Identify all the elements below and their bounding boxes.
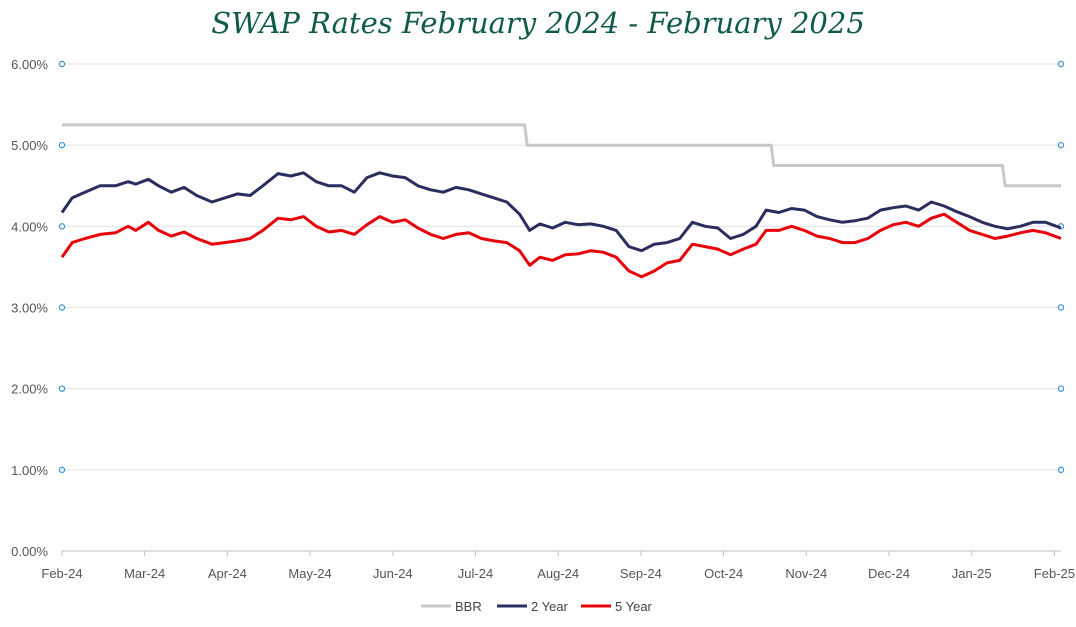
x-tick-label: Feb-24 bbox=[41, 566, 82, 581]
axis-marker bbox=[58, 60, 66, 68]
x-axis-ticks: Feb-24 Mar-24 Apr-24 May-24 Jun-24 Jul-24 Aug-… bbox=[41, 551, 1075, 581]
y-tick-label: 2.00% bbox=[11, 382, 48, 397]
x-tick-label: Jul-24 bbox=[458, 566, 493, 581]
series-line-2-year bbox=[60, 171, 1062, 253]
y-axis-ticks: 0.00% 1.00% 2.00% 3.00% 4.00% 5.00% 6.00% bbox=[11, 57, 48, 559]
axis-marker bbox=[58, 141, 66, 149]
x-tick-label: Sep-24 bbox=[620, 566, 662, 581]
series-line-5-year bbox=[60, 212, 1062, 279]
axis-marker bbox=[1057, 60, 1065, 68]
legend: BBR 2 Year 5 Year bbox=[421, 599, 653, 614]
axis-marker bbox=[58, 223, 66, 230]
axis-marker bbox=[1057, 304, 1065, 311]
x-tick-label: Feb-25 bbox=[1034, 566, 1075, 581]
y-tick-label: 3.00% bbox=[11, 301, 48, 316]
series-line-bbr bbox=[62, 123, 1061, 188]
x-tick-label: Oct-24 bbox=[704, 566, 743, 581]
series-lines bbox=[60, 123, 1062, 279]
axis-marker bbox=[1057, 385, 1065, 392]
legend-label: 5 Year bbox=[615, 599, 653, 614]
axis-marker bbox=[58, 385, 66, 392]
chart-title: SWAP Rates February 2024 - February 2025 bbox=[211, 6, 865, 40]
gridlines bbox=[58, 60, 1065, 552]
axis-marker bbox=[1057, 466, 1065, 474]
x-tick-label: Aug-24 bbox=[537, 566, 579, 581]
y-tick-label: 6.00% bbox=[11, 57, 48, 72]
axis-marker bbox=[58, 466, 66, 474]
x-tick-label: Mar-24 bbox=[124, 566, 165, 581]
y-tick-label: 4.00% bbox=[11, 219, 48, 234]
axis-marker bbox=[58, 304, 66, 311]
x-tick-label: Dec-24 bbox=[868, 566, 910, 581]
y-tick-label: 1.00% bbox=[11, 463, 48, 478]
y-tick-label: 5.00% bbox=[11, 138, 48, 153]
x-tick-label: Apr-24 bbox=[208, 566, 247, 581]
legend-label: 2 Year bbox=[531, 599, 569, 614]
x-tick-label: Jan-25 bbox=[952, 566, 992, 581]
x-tick-label: May-24 bbox=[288, 566, 331, 581]
legend-label: BBR bbox=[455, 599, 482, 614]
y-tick-label: 0.00% bbox=[11, 544, 48, 559]
x-tick-label: Jun-24 bbox=[373, 566, 413, 581]
x-tick-label: Nov-24 bbox=[785, 566, 827, 581]
axis-marker bbox=[1057, 141, 1065, 149]
